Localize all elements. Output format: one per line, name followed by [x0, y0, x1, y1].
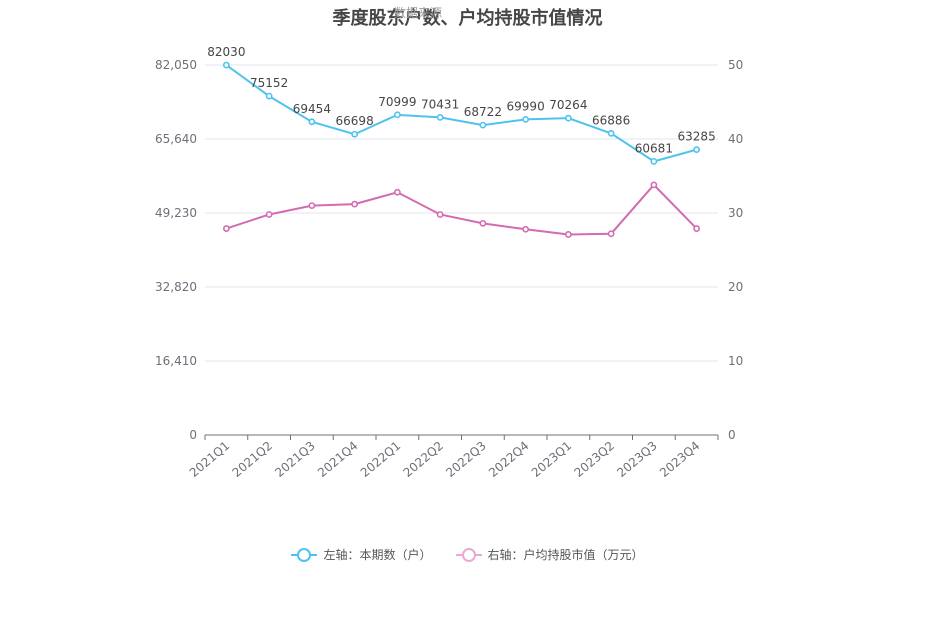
left-axis-tick-label: 82,050 [155, 58, 197, 72]
series-point-1 [393, 188, 401, 196]
series-line-1 [226, 183, 698, 236]
series-point-0 [607, 129, 615, 137]
x-axis-tick-label: 2023Q4 [657, 439, 702, 480]
series-point-0 [564, 114, 572, 122]
left-axis-tick-label: 49,230 [155, 206, 197, 220]
legend-line-icon [455, 547, 482, 562]
series-point-1 [564, 231, 572, 238]
data-label: 68722 [464, 105, 502, 119]
data-label: 66886 [592, 113, 630, 127]
data-label: 70999 [378, 95, 416, 109]
series-point-0 [522, 115, 530, 123]
data-label: 70431 [421, 97, 459, 111]
series-point-1 [222, 225, 230, 232]
series-point-1 [351, 200, 359, 208]
left-axis-tick-label: 65,640 [155, 132, 197, 146]
series-point-1 [265, 211, 273, 218]
series-point-1 [607, 230, 615, 238]
x-axis-tick-label: 2021Q2 [230, 439, 275, 480]
data-label: 75152 [250, 76, 288, 90]
legend-line-icon [291, 547, 318, 562]
right-axis-tick-label: 20 [728, 280, 743, 294]
series-point-1 [522, 225, 530, 233]
right-axis-tick-label: 50 [728, 58, 743, 72]
watermark: 数据来源 [394, 6, 443, 20]
series-point-0 [693, 146, 701, 154]
series-point-0 [351, 130, 359, 138]
series-point-0 [436, 113, 444, 121]
x-axis-tick-label: 2021Q1 [187, 439, 232, 480]
series-point-0 [393, 111, 401, 119]
data-label: 82030 [207, 45, 245, 59]
x-axis-tick-label: 2023Q3 [614, 439, 659, 480]
data-label: 63285 [678, 130, 716, 144]
series-point-1 [479, 219, 487, 227]
x-axis-tick-label: 2023Q1 [529, 439, 574, 480]
legend-item-right-series[interactable]: 右轴：户均持股市值（万元） [455, 546, 644, 563]
right-axis-tick-label: 40 [728, 132, 743, 146]
series-line-0 [225, 64, 697, 163]
left-axis-tick-label: 32,820 [155, 280, 197, 294]
series-point-0 [479, 121, 487, 129]
x-axis-tick-label: 2023Q2 [572, 439, 617, 480]
series-point-0 [308, 118, 316, 126]
series-point-1 [693, 225, 701, 232]
series-point-1 [650, 181, 658, 189]
chart-title: 季度股东户数、户均持股市值情况 [332, 8, 603, 29]
x-axis-tick-label: 2022Q3 [443, 439, 488, 480]
x-axis-tick-label: 2022Q1 [358, 439, 403, 480]
left-axis-tick-label: 0 [189, 428, 197, 442]
x-axis-tick-label: 2021Q3 [272, 439, 317, 480]
data-label: 60681 [635, 141, 673, 155]
right-axis-tick-label: 30 [728, 206, 743, 220]
data-label: 70264 [549, 98, 587, 112]
right-axis-tick-label: 0 [728, 428, 736, 442]
series-point-0 [650, 157, 658, 165]
legend-label: 右轴：户均持股市值（万元） [487, 548, 644, 562]
x-axis-tick-label: 2022Q4 [486, 439, 531, 480]
series-point-1 [436, 211, 444, 218]
legend-label: 左轴：本期数（户） [323, 548, 432, 562]
legend-item-left-series[interactable]: 左轴：本期数（户） [291, 546, 432, 563]
data-label: 66698 [336, 114, 374, 128]
data-label: 69990 [507, 99, 545, 113]
left-axis-tick-label: 16,410 [155, 354, 197, 368]
series-point-1 [308, 202, 316, 209]
right-axis-tick-label: 10 [728, 354, 743, 368]
legend: 左轴：本期数（户） 右轴：户均持股市值（万元） [0, 546, 935, 563]
x-axis-tick-label: 2021Q4 [315, 439, 360, 480]
x-axis-tick-label: 2022Q2 [401, 439, 446, 480]
series-point-0 [222, 61, 230, 69]
data-label: 69454 [293, 102, 331, 116]
series-point-0 [265, 92, 273, 100]
